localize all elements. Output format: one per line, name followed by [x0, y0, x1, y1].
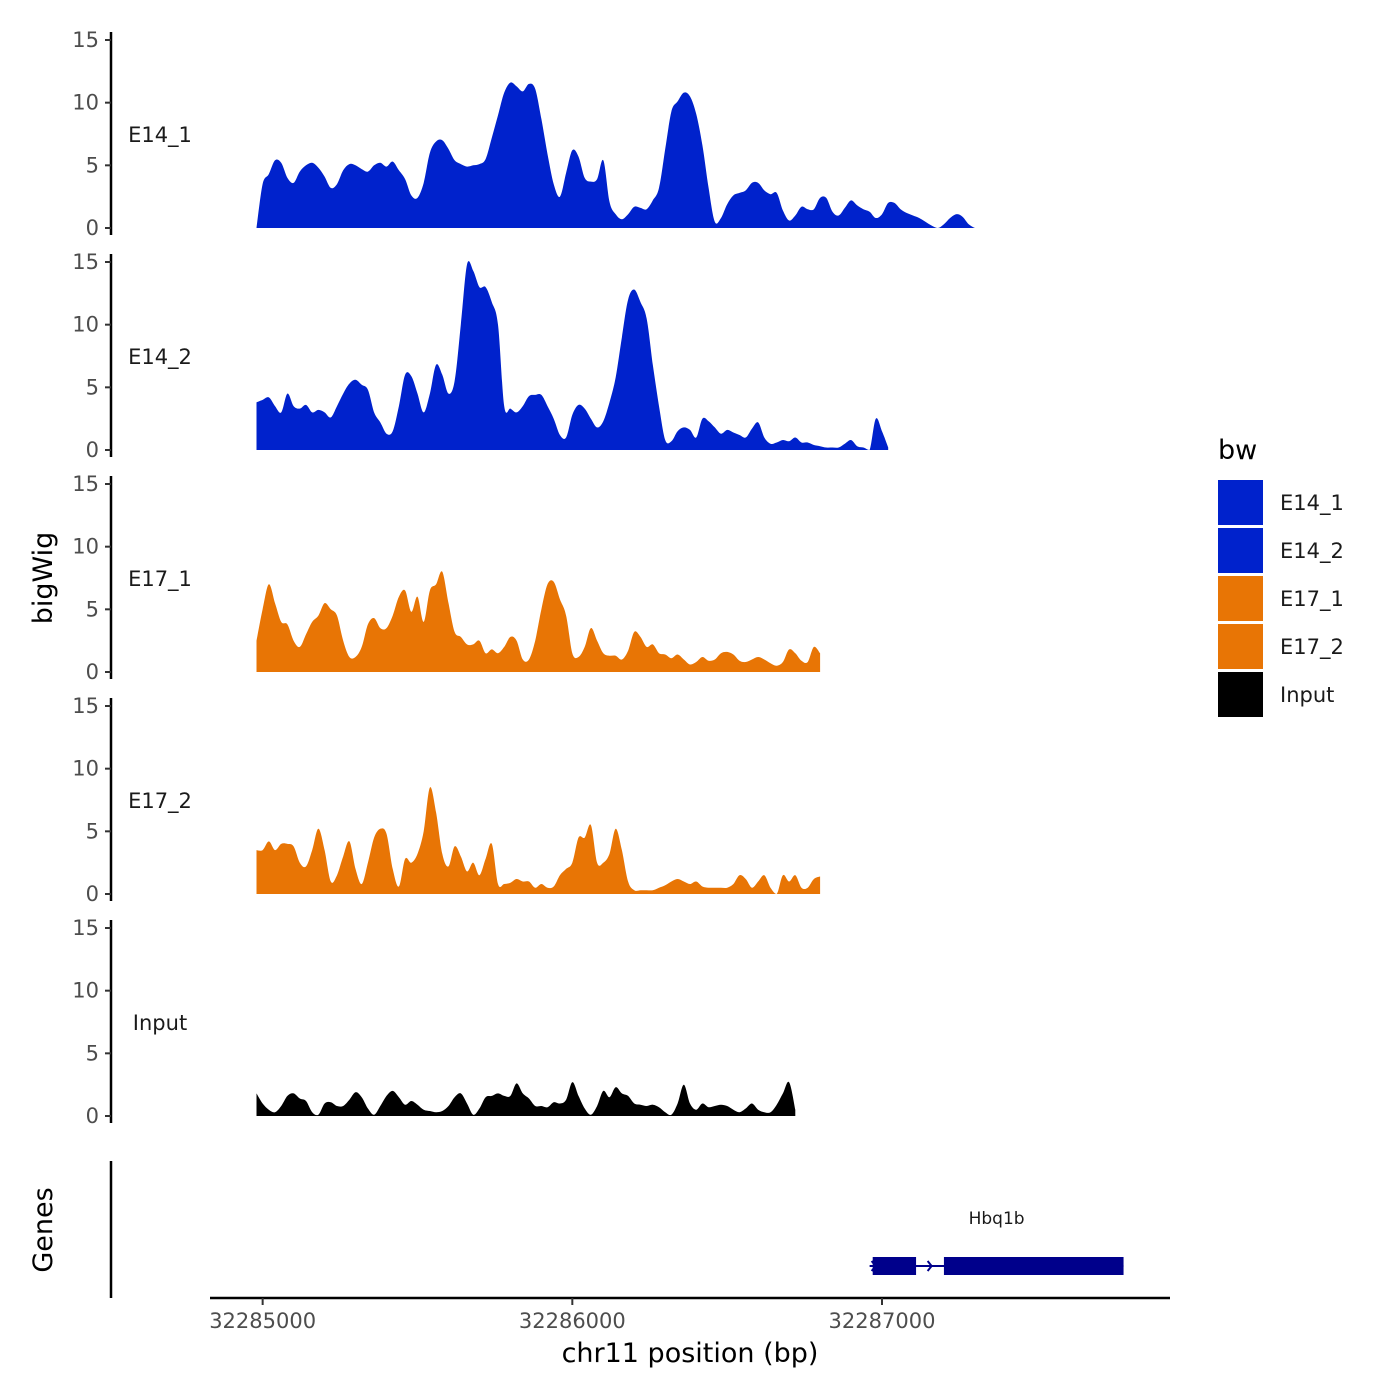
- gene-exon: [872, 1257, 917, 1275]
- y-tick-label: 5: [86, 153, 99, 177]
- genes-panel: Genes Hbq1b: [28, 1161, 1124, 1298]
- y-tick-label: 5: [86, 597, 99, 621]
- y-tick-label: 5: [86, 375, 99, 399]
- gene-exon: [943, 1257, 1124, 1275]
- y-tick-label: 15: [72, 28, 99, 52]
- legend-key-E17_1: [1218, 576, 1263, 621]
- gene-model-Hbq1b: Hbq1b: [869, 1209, 1124, 1275]
- x-axis: 32285000 32286000 32287000: [209, 1296, 1170, 1333]
- y-tick-label: 15: [72, 916, 99, 940]
- y-tick-label: 10: [72, 979, 99, 1003]
- track-panel-E14_1: 0 5 10 15 E14_1: [72, 28, 975, 240]
- x-axis-title: chr11 position (bp): [562, 1338, 819, 1369]
- y-tick-label: 15: [72, 250, 99, 274]
- y-tick-label: 15: [72, 472, 99, 496]
- coverage-area-E17_2: [256, 787, 821, 894]
- legend-label-E14_2: E14_2: [1280, 539, 1344, 564]
- coverage-area-Input: [256, 1081, 796, 1116]
- x-tick-label: 32286000: [519, 1309, 626, 1333]
- track-panel-Input: 0 5 10 15 Input: [72, 916, 796, 1128]
- legend-label-Input: Input: [1280, 683, 1334, 707]
- y-tick-label: 0: [86, 216, 99, 240]
- track-label: E14_1: [128, 123, 192, 148]
- coverage-area-E17_1: [256, 571, 821, 672]
- y-tick-label: 10: [72, 313, 99, 337]
- genes-axis-title: Genes: [28, 1187, 59, 1272]
- y-tick-label: 5: [86, 819, 99, 843]
- legend-key-E14_2: [1218, 528, 1263, 573]
- y-tick-label: 10: [72, 535, 99, 559]
- y-tick-label: 5: [86, 1041, 99, 1065]
- legend-key-E14_1: [1218, 480, 1263, 525]
- y-tick-label: 0: [86, 882, 99, 906]
- track-panel-E14_2: 0 5 10 15 E14_2: [72, 250, 889, 462]
- y-tick-label: 15: [72, 694, 99, 718]
- legend-label-E17_1: E17_1: [1280, 587, 1344, 612]
- track-label: Input: [133, 1011, 187, 1035]
- x-tick-label: 32287000: [829, 1309, 936, 1333]
- y-tick-label: 10: [72, 91, 99, 115]
- legend-title: bw: [1218, 435, 1257, 466]
- gene-label: Hbq1b: [969, 1209, 1025, 1229]
- strand-arrow: [926, 1260, 933, 1272]
- x-tick-label: 32285000: [209, 1309, 316, 1333]
- track-label: E17_2: [128, 789, 192, 814]
- coverage-area-E14_1: [256, 82, 975, 229]
- coverage-tracks: 0 5 10 15 E14_1 0 5 10 15 E14_2 0 5 10 15 E17_1 0 5 10 15 E…: [72, 28, 975, 1128]
- legend-key-E17_2: [1218, 624, 1263, 669]
- track-panel-E17_2: 0 5 10 15 E17_2: [72, 694, 821, 906]
- track-label: E14_2: [128, 345, 192, 370]
- track-panel-E17_1: 0 5 10 15 E17_1: [72, 472, 821, 684]
- y-tick-label: 10: [72, 757, 99, 781]
- coverage-area-E14_2: [256, 261, 889, 450]
- legend-key-Input: [1218, 672, 1263, 717]
- legend: bw E14_1 E14_2 E17_1 E17_2 Input: [1218, 435, 1344, 717]
- y-tick-label: 0: [86, 1104, 99, 1128]
- y-axis-title: bigWig: [28, 532, 59, 625]
- y-tick-label: 0: [86, 438, 99, 462]
- legend-label-E14_1: E14_1: [1280, 491, 1344, 516]
- legend-label-E17_2: E17_2: [1280, 635, 1344, 660]
- track-label: E17_1: [128, 567, 192, 592]
- y-tick-label: 0: [86, 660, 99, 684]
